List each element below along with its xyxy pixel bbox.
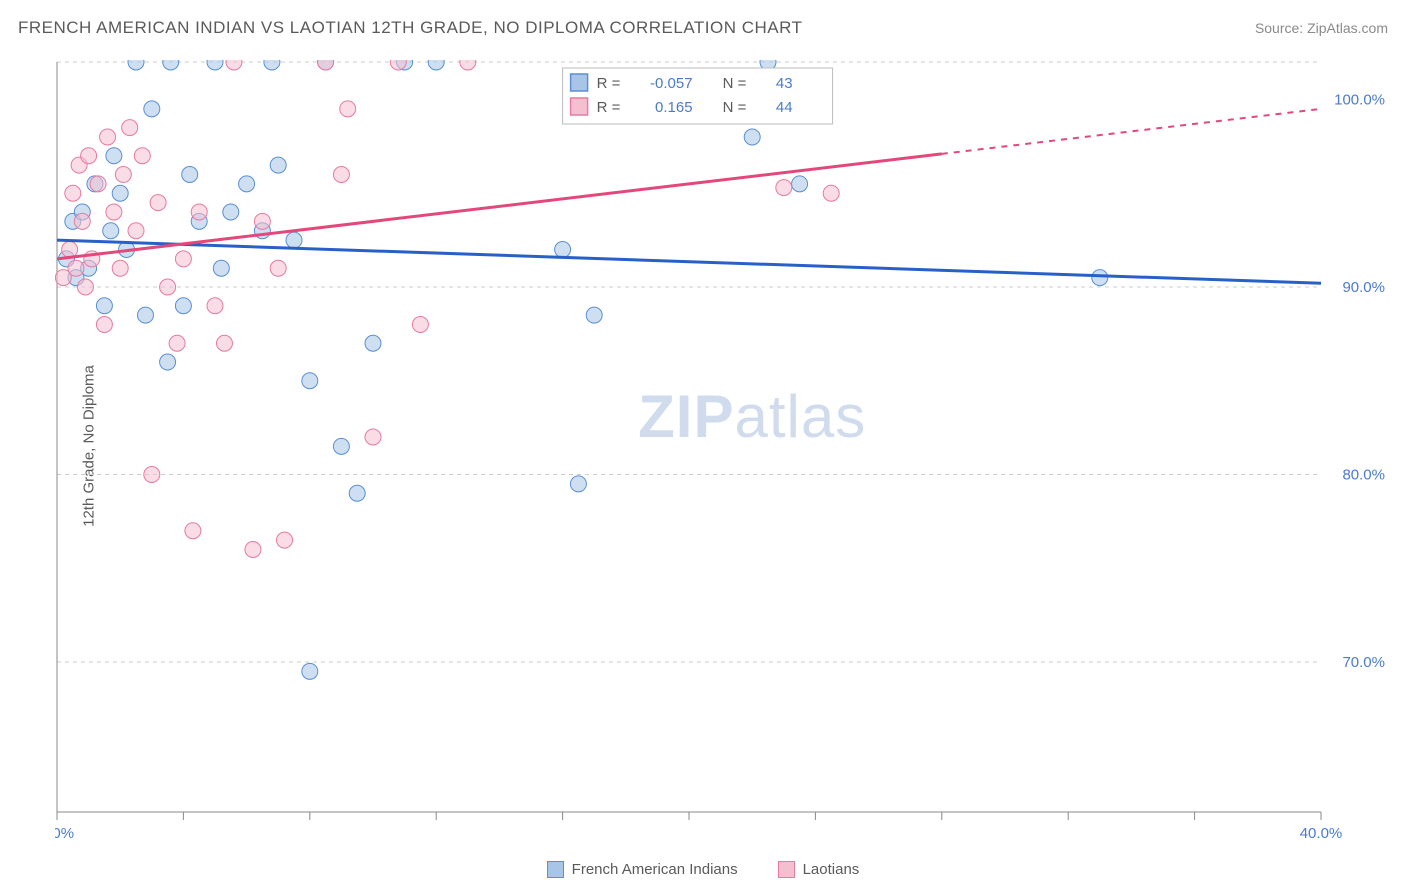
svg-text:ZIPatlas: ZIPatlas (638, 383, 866, 450)
svg-text:44: 44 (776, 99, 793, 116)
svg-text:40.0%: 40.0% (1300, 825, 1343, 842)
svg-text:80.0%: 80.0% (1342, 467, 1385, 484)
legend-label: French American Indians (572, 861, 738, 878)
chart-area: 0.0% 40.0% 70.0% 80.0% 90.0% 100.0% ZIPatlas R … (55, 60, 1391, 842)
chart-title: FRENCH AMERICAN INDIAN VS LAOTIAN 12TH G… (18, 18, 803, 38)
svg-text:43: 43 (776, 75, 793, 92)
legend-swatch (778, 861, 795, 878)
svg-text:-0.057: -0.057 (650, 75, 693, 92)
legend-swatch (547, 861, 564, 878)
svg-text:N =: N = (723, 75, 747, 92)
svg-text:100.0%: 100.0% (1334, 92, 1385, 109)
chart-header: FRENCH AMERICAN INDIAN VS LAOTIAN 12TH G… (18, 18, 1388, 38)
legend-bottom: French American Indians Laotians (0, 861, 1406, 878)
svg-text:R =: R = (597, 75, 621, 92)
legend-item: French American Indians (547, 861, 738, 878)
legend-label: Laotians (803, 861, 860, 878)
svg-text:N =: N = (723, 99, 747, 116)
scatter-chart: 0.0% 40.0% 70.0% 80.0% 90.0% 100.0% ZIPatlas R … (55, 60, 1391, 842)
svg-text:70.0%: 70.0% (1342, 654, 1385, 671)
legend-item: Laotians (778, 861, 860, 878)
svg-text:0.0%: 0.0% (55, 825, 74, 842)
svg-text:0.165: 0.165 (655, 99, 693, 116)
source-label: Source: ZipAtlas.com (1255, 20, 1388, 36)
svg-text:90.0%: 90.0% (1342, 279, 1385, 296)
svg-text:R =: R = (597, 99, 621, 116)
